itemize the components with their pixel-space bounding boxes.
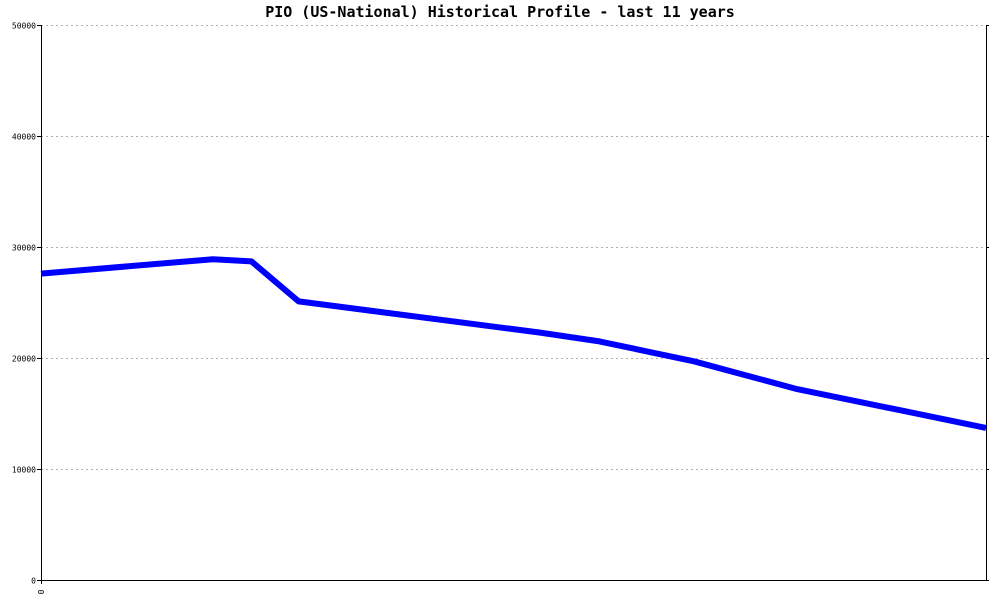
series-lines (40, 256, 987, 431)
y-tick-label: 20000 (12, 355, 36, 364)
chart-title: PIO (US-National) Historical Profile - l… (265, 3, 735, 21)
tick-labels: 0 10000 20000 30000 40000 50000 0 (12, 22, 46, 595)
y-tick-label: 0 (31, 577, 36, 586)
y-tick-label: 10000 (12, 466, 36, 475)
y-tick-label: 30000 (12, 244, 36, 253)
y-tick-label: 50000 (12, 22, 36, 31)
gridlines (41, 25, 986, 470)
series-line (40, 256, 987, 431)
y-tick-label: 40000 (12, 133, 36, 142)
axes (37, 25, 989, 584)
x-tick-label: 0 (37, 589, 46, 594)
